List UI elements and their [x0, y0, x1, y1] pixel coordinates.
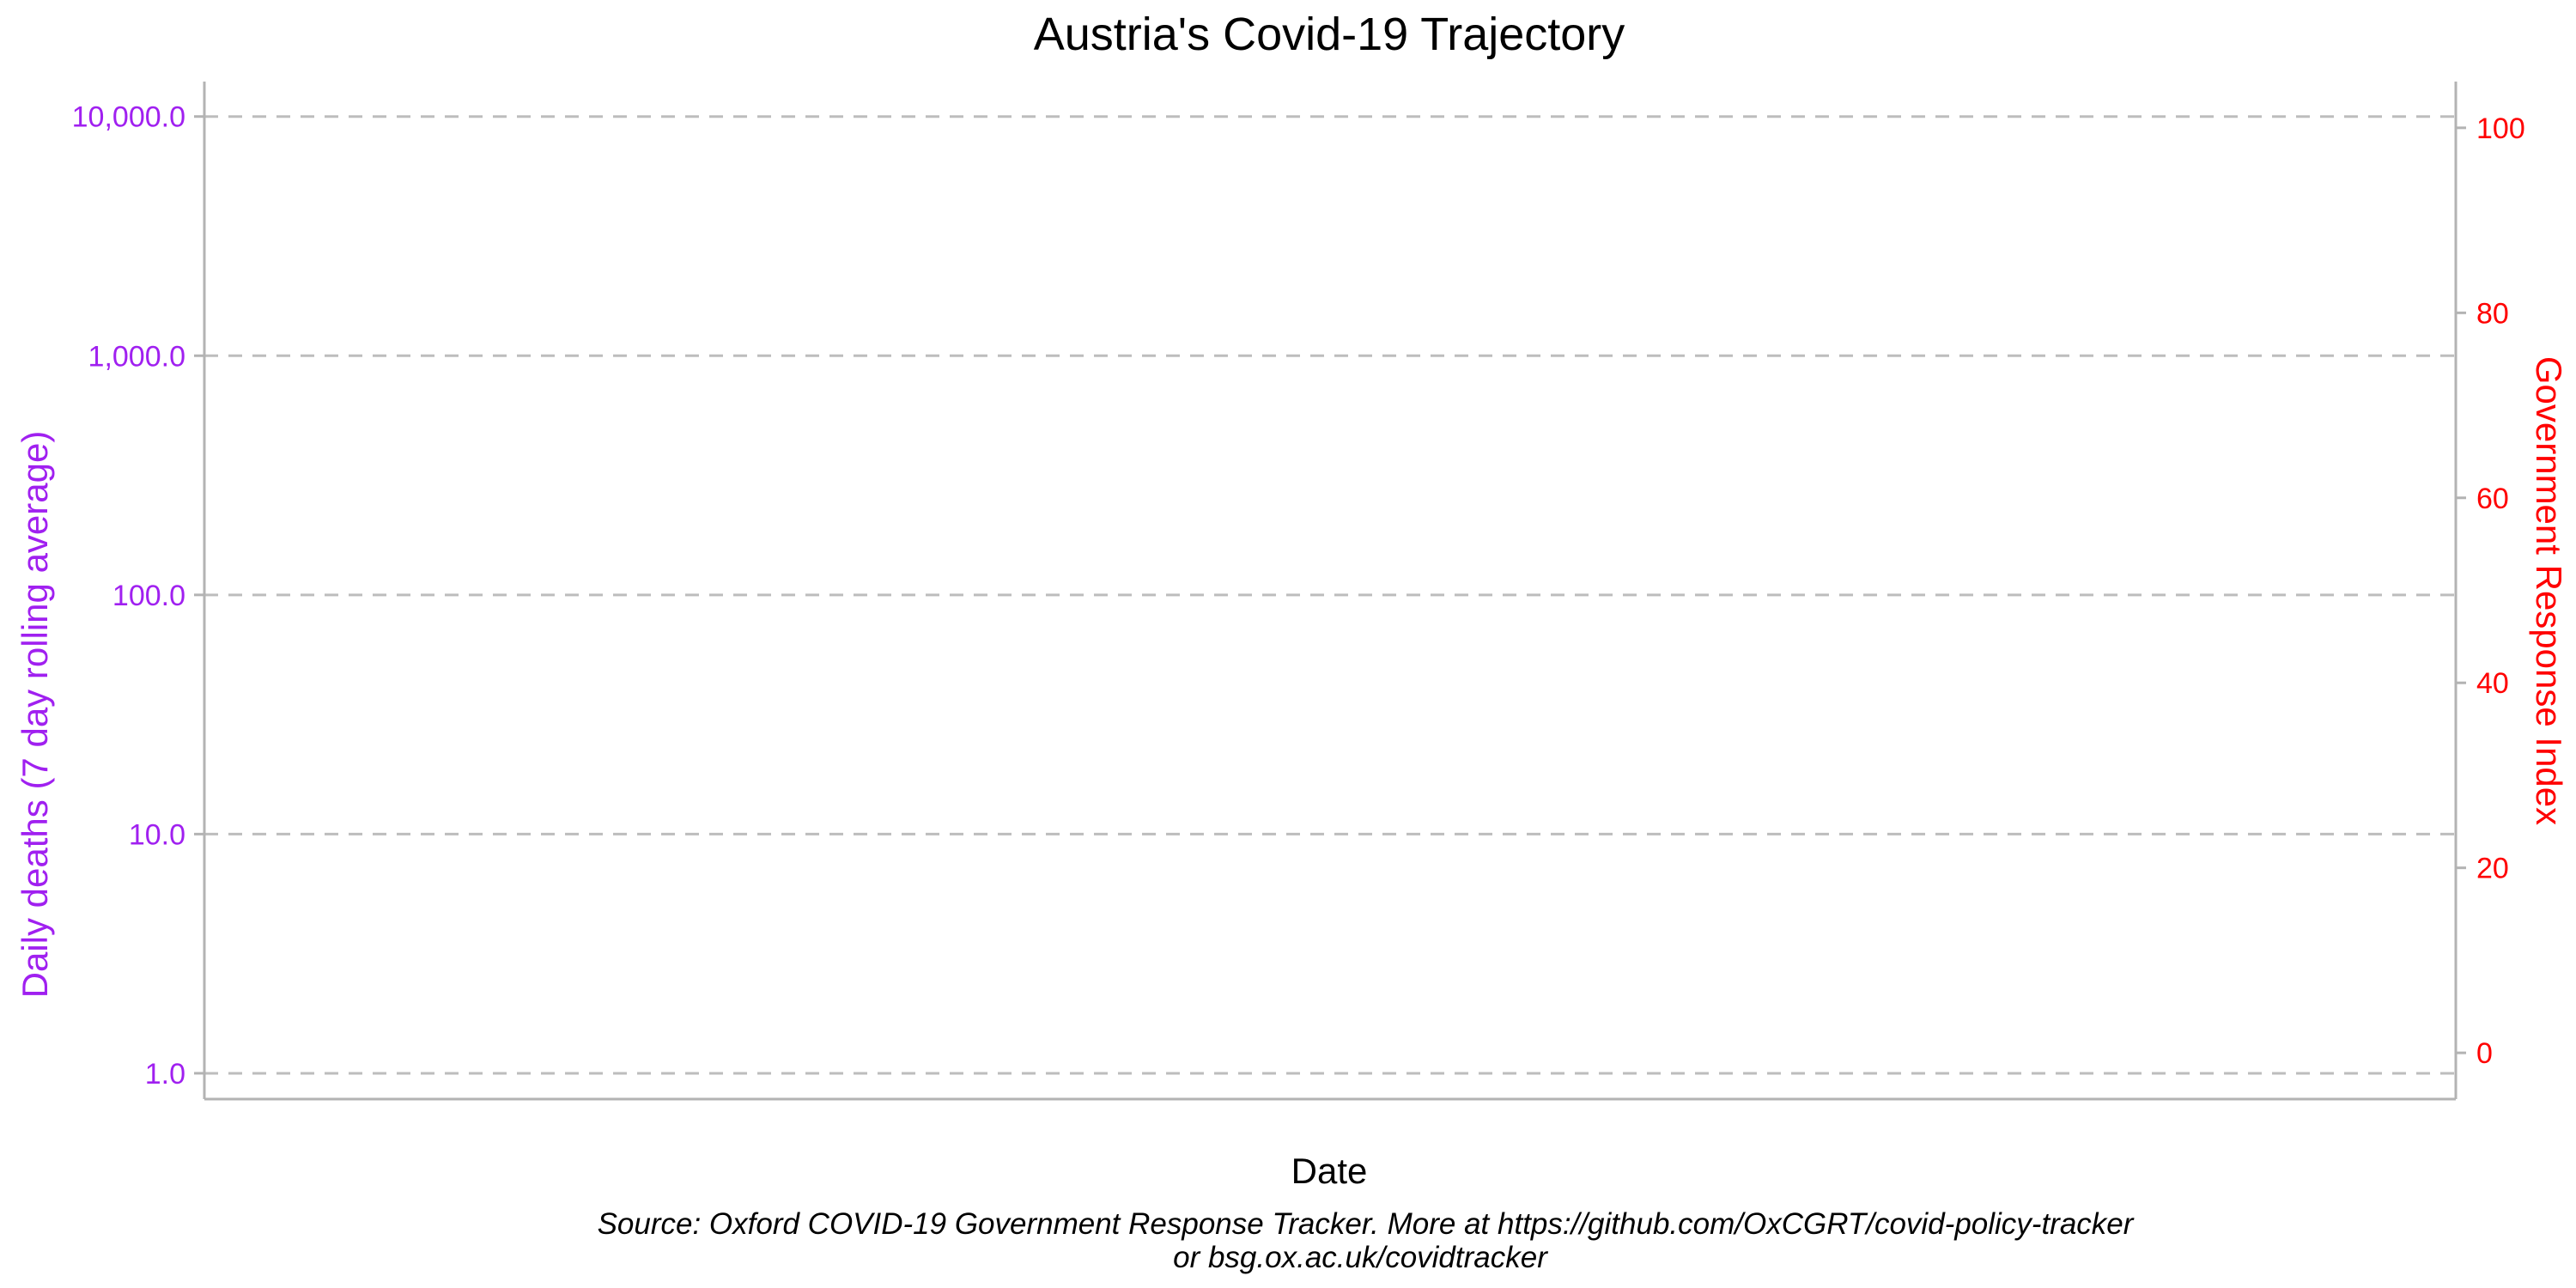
source-caption-line-1: Source: Oxford COVID-19 Government Respo…: [598, 1207, 2135, 1241]
left-y-tick-label-2: 100.0: [112, 580, 185, 612]
x-axis-label: Date: [1291, 1151, 1368, 1191]
left-y-axis-ticks: 1.0 10.0 100.0 1,000.0 10,000.0: [72, 101, 204, 1091]
grid: [204, 115, 2456, 1075]
right-y-tick-label-1: 20: [2476, 853, 2509, 885]
right-y-tick-label-0: 0: [2476, 1037, 2493, 1070]
right-y-tick-label-2: 40: [2476, 667, 2509, 700]
source-caption-line-2: or bsg.ox.ac.uk/covidtracker: [1173, 1241, 1548, 1274]
left-y-axis-label: Daily deaths (7 day rolling average): [15, 431, 55, 999]
axes: [203, 82, 2458, 1101]
left-y-tick-label-1: 10.0: [129, 818, 185, 851]
right-y-axis-ticks: 0 20 40 60 80 100: [2456, 112, 2525, 1070]
left-y-tick-label-3: 1,000.0: [88, 340, 185, 373]
right-y-tick-label-5: 100: [2476, 112, 2525, 145]
right-y-axis-label: Government Response Index: [2529, 356, 2569, 825]
right-y-tick-label-3: 60: [2476, 483, 2509, 515]
left-y-tick-label-4: 10,000.0: [72, 101, 185, 134]
right-y-tick-label-4: 80: [2476, 297, 2509, 330]
chart-title: Austria's Covid-19 Trajectory: [1034, 9, 1625, 60]
left-y-tick-label-0: 1.0: [145, 1058, 185, 1091]
